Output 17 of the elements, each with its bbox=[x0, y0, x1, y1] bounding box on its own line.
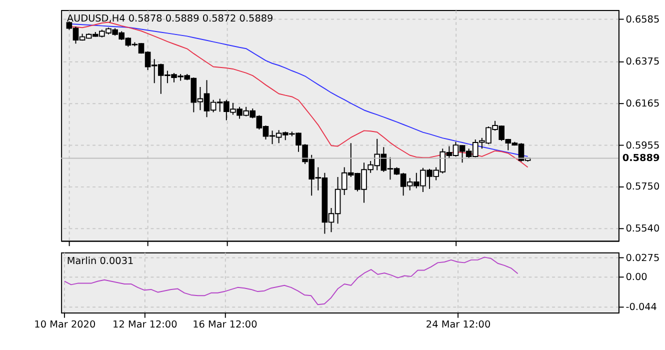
line-series bbox=[64, 256, 518, 306]
y-tick-label: 0.5955 bbox=[626, 140, 660, 152]
y-tick-label: 0.6585 bbox=[626, 14, 660, 26]
chart-title: AUDUSD,H4 0.5878 0.5889 0.5872 0.5889 bbox=[66, 14, 274, 25]
y-tick-label: 0.0275 bbox=[626, 252, 660, 264]
y-tick-label: -0.044 bbox=[626, 302, 657, 314]
y-tick-label: 0.6165 bbox=[626, 98, 660, 110]
ref-line-label: 0.5889 bbox=[622, 153, 660, 164]
y-tick-label: 0.6375 bbox=[626, 56, 660, 68]
x-tick-label: 16 Mar 12:00 bbox=[192, 320, 258, 331]
y-tick-label: 0.00 bbox=[626, 272, 648, 283]
x-tick-label: 24 Mar 12:00 bbox=[426, 320, 491, 331]
x-tick-label: 12 Mar 12:00 bbox=[112, 320, 178, 331]
x-tick-label: 10 Mar 2020 bbox=[34, 320, 96, 331]
chart-title: Marlin 0.0031 bbox=[66, 256, 134, 268]
y-tick-label: 0.5750 bbox=[626, 181, 660, 192]
y-tick-label: 0.5540 bbox=[626, 223, 660, 234]
